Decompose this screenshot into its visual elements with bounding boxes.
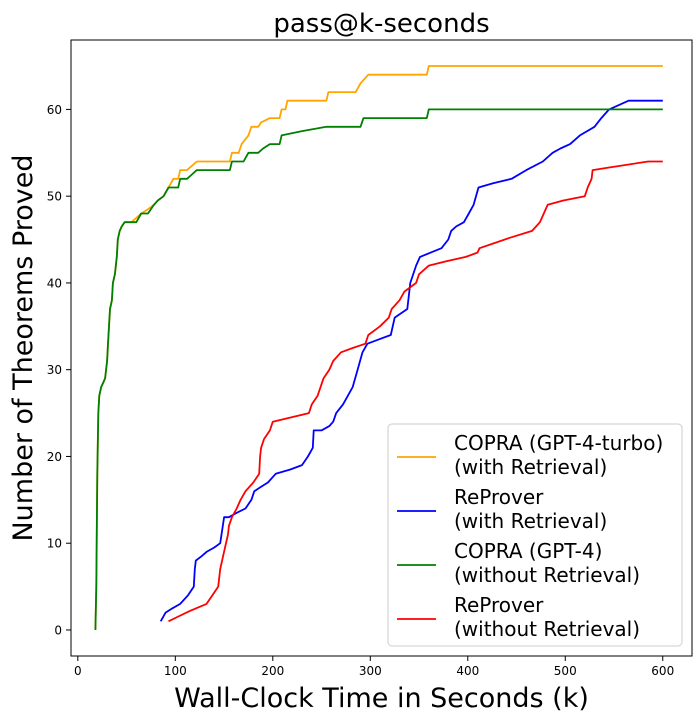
legend-label-4: (without Retrieval) bbox=[454, 617, 640, 641]
legend-label-1: COPRA (GPT-4-turbo) bbox=[454, 431, 663, 455]
x-tick-label: 100 bbox=[164, 664, 187, 678]
series-line-2 bbox=[159, 99, 663, 622]
series-line-3 bbox=[94, 108, 663, 631]
x-tick-label: 500 bbox=[554, 664, 577, 678]
x-tick-label: 600 bbox=[651, 664, 674, 678]
legend-label-3: (without Retrieval) bbox=[454, 563, 640, 587]
plot-frame bbox=[70, 39, 693, 657]
y-tick-label: 10 bbox=[47, 537, 62, 551]
chart-title: pass@k-seconds bbox=[273, 9, 489, 39]
legend-box bbox=[387, 423, 683, 647]
legend-label-4: ReProver bbox=[454, 593, 544, 617]
legend-label-2: (with Retrieval) bbox=[454, 509, 607, 533]
legend-label-3: COPRA (GPT-4) bbox=[454, 539, 602, 563]
y-tick-label: 40 bbox=[47, 276, 62, 290]
legend-label-1: (with Retrieval) bbox=[454, 455, 607, 479]
x-tick-label: 200 bbox=[261, 664, 284, 678]
x-tick-label: 300 bbox=[359, 664, 382, 678]
y-axis-title: Number of Theorems Proved bbox=[8, 154, 39, 541]
y-tick-label: 20 bbox=[47, 450, 62, 464]
legend: COPRA (GPT-4-turbo)(with Retrieval)RePro… bbox=[387, 423, 683, 647]
y-tick-label: 60 bbox=[47, 103, 62, 117]
series-line-4 bbox=[168, 160, 663, 623]
x-tick-label: 400 bbox=[456, 664, 479, 678]
y-tick-label: 0 bbox=[54, 623, 62, 637]
y-tick-label: 30 bbox=[47, 363, 62, 377]
x-axis-title: Wall-Clock Time in Seconds (k) bbox=[174, 683, 589, 714]
y-axis: 0 10 20 30 40 50 60 bbox=[47, 103, 71, 637]
x-axis: 0 100 200 300 400 500 600 bbox=[74, 656, 674, 678]
y-tick-label: 50 bbox=[47, 190, 62, 204]
plot-lines bbox=[94, 65, 663, 631]
legend-label-2: ReProver bbox=[454, 485, 544, 509]
x-tick-label: 0 bbox=[74, 664, 82, 678]
